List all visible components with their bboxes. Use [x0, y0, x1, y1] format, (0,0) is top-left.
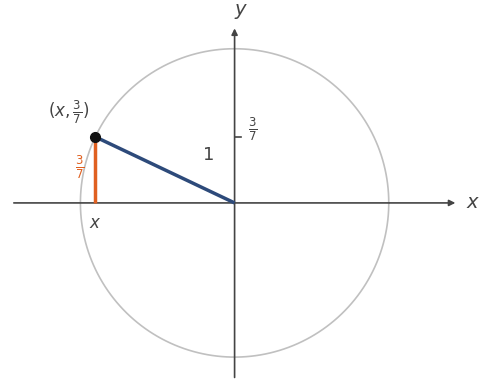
Text: 1: 1 [204, 146, 215, 164]
Text: $x$: $x$ [466, 193, 480, 213]
Text: $x$: $x$ [89, 214, 101, 232]
Text: $\frac{3}{7}$: $\frac{3}{7}$ [75, 153, 84, 180]
Text: $\frac{3}{7}$: $\frac{3}{7}$ [248, 115, 258, 143]
Text: $(x, \frac{3}{7})$: $(x, \frac{3}{7})$ [48, 99, 89, 126]
Text: $y$: $y$ [234, 2, 248, 21]
